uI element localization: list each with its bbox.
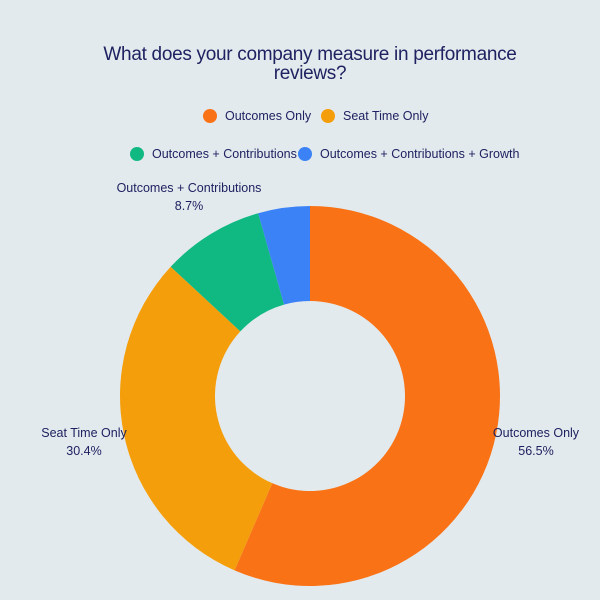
legend-label: Outcomes + Contributions + Growth <box>320 147 520 161</box>
legend-label: Outcomes Only <box>225 109 312 123</box>
slice-label-seat-time-only: Seat Time Only <box>41 426 127 440</box>
slice-seat-time-only[interactable] <box>120 266 273 571</box>
slice-value-outcomes-contributions: 8.7% <box>175 199 204 213</box>
legend-swatch <box>298 147 312 161</box>
chart-title-line-1: What does your company measure in perfor… <box>103 44 517 65</box>
slice-outcomes-contributions[interactable] <box>170 213 285 332</box>
slice-outcomes-contributions-growth[interactable] <box>258 206 310 305</box>
legend-label: Seat Time Only <box>343 109 429 123</box>
slice-label-outcomes-contributions: Outcomes + Contributions <box>117 181 262 195</box>
slice-outcomes-only[interactable] <box>234 206 501 586</box>
chart-title-line-2: reviews? <box>273 63 347 84</box>
slice-value-seat-time-only: 30.4% <box>66 444 101 458</box>
legend-item-outcomes-contributions-growth[interactable]: Outcomes + Contributions + Growth <box>298 147 519 161</box>
slice-value-outcomes-only: 56.5% <box>518 444 553 458</box>
legend-swatch <box>130 147 144 161</box>
legend-item-seat-time-only[interactable]: Seat Time Only <box>321 109 428 123</box>
slice-label-outcomes-only: Outcomes Only <box>493 426 580 440</box>
legend-item-outcomes-only[interactable]: Outcomes Only <box>203 109 311 123</box>
legend-item-outcomes-contributions[interactable]: Outcomes + Contributions <box>130 147 297 161</box>
legend-label: Outcomes + Contributions <box>152 147 297 161</box>
legend-swatch <box>321 109 335 123</box>
legend-swatch <box>203 109 217 123</box>
